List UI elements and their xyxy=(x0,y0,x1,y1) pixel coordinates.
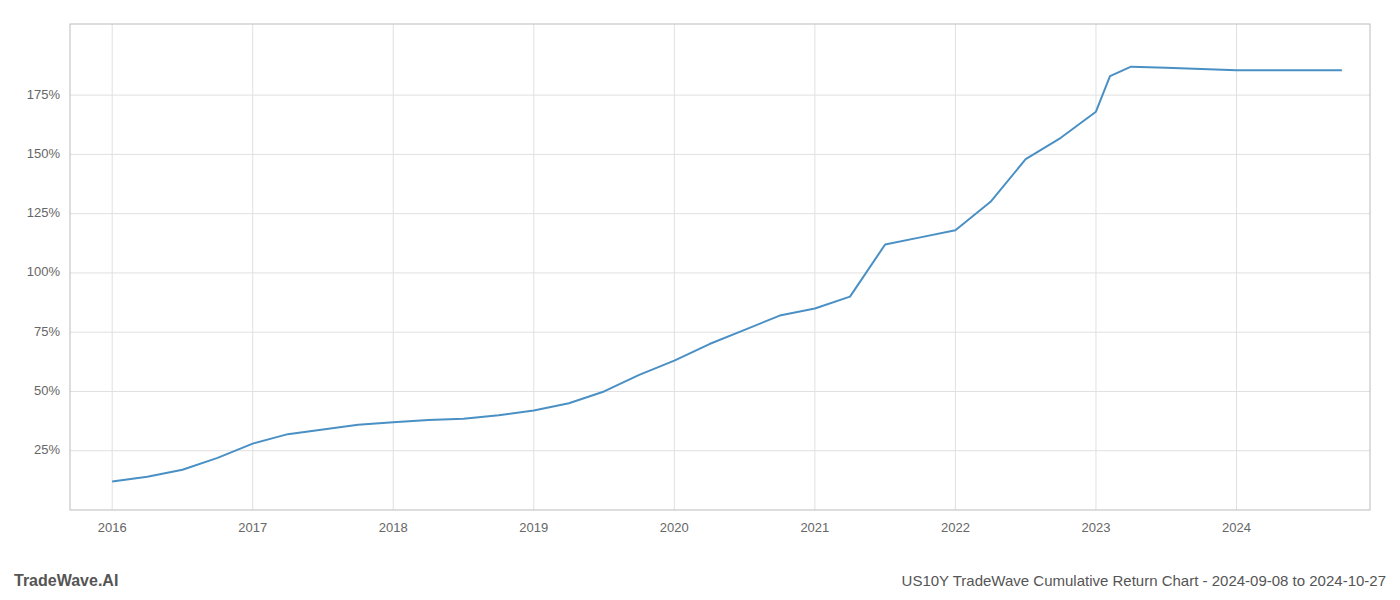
watermark: TradeWave.AI xyxy=(14,572,118,589)
x-grid-line xyxy=(955,24,956,510)
y-grid-line xyxy=(70,95,1370,96)
y-tick-label: 150% xyxy=(27,146,61,161)
x-grid-line xyxy=(533,24,534,510)
y-grid-line xyxy=(70,450,1370,451)
series-line xyxy=(112,67,1342,482)
x-tick-label: 2023 xyxy=(1081,520,1110,535)
grid xyxy=(70,24,1370,510)
x-grid-line xyxy=(814,24,815,510)
y-grid-line xyxy=(70,154,1370,155)
y-tick-label: 75% xyxy=(34,324,60,339)
x-tick-label: 2020 xyxy=(660,520,689,535)
chart-container: 25% 50% 75% 100% 125% 150% 175% 2016 2017 2018 201… xyxy=(0,0,1400,600)
y-tick-label: 50% xyxy=(34,383,60,398)
x-tick-label: 2024 xyxy=(1222,520,1251,535)
y-tick-label: 100% xyxy=(27,264,61,279)
x-tick-label: 2022 xyxy=(941,520,970,535)
x-grid-line xyxy=(1095,24,1096,510)
y-grid-line xyxy=(70,213,1370,214)
y-tick-label: 25% xyxy=(34,442,60,457)
y-tick-label: 175% xyxy=(27,87,61,102)
data-group xyxy=(112,67,1342,482)
x-tick-label: 2019 xyxy=(519,520,548,535)
x-tick-label: 2021 xyxy=(800,520,829,535)
x-tick-label: 2016 xyxy=(98,520,127,535)
plot-frame xyxy=(70,24,1370,510)
y-grid-line xyxy=(70,272,1370,273)
y-grid-line xyxy=(70,391,1370,392)
x-grid-line xyxy=(252,24,253,510)
chart-svg: 25% 50% 75% 100% 125% 150% 175% 2016 2017 2018 201… xyxy=(0,0,1400,600)
x-tick-label: 2017 xyxy=(238,520,267,535)
x-grid-line xyxy=(674,24,675,510)
title: US10Y TradeWave Cumulative Return Chart … xyxy=(902,572,1386,589)
x-grid-line xyxy=(393,24,394,510)
y-grid-line xyxy=(70,332,1370,333)
x-grid-line xyxy=(1236,24,1237,510)
y-tick-label: 125% xyxy=(27,205,61,220)
x-tick-label: 2018 xyxy=(379,520,408,535)
x-grid-line xyxy=(112,24,113,510)
